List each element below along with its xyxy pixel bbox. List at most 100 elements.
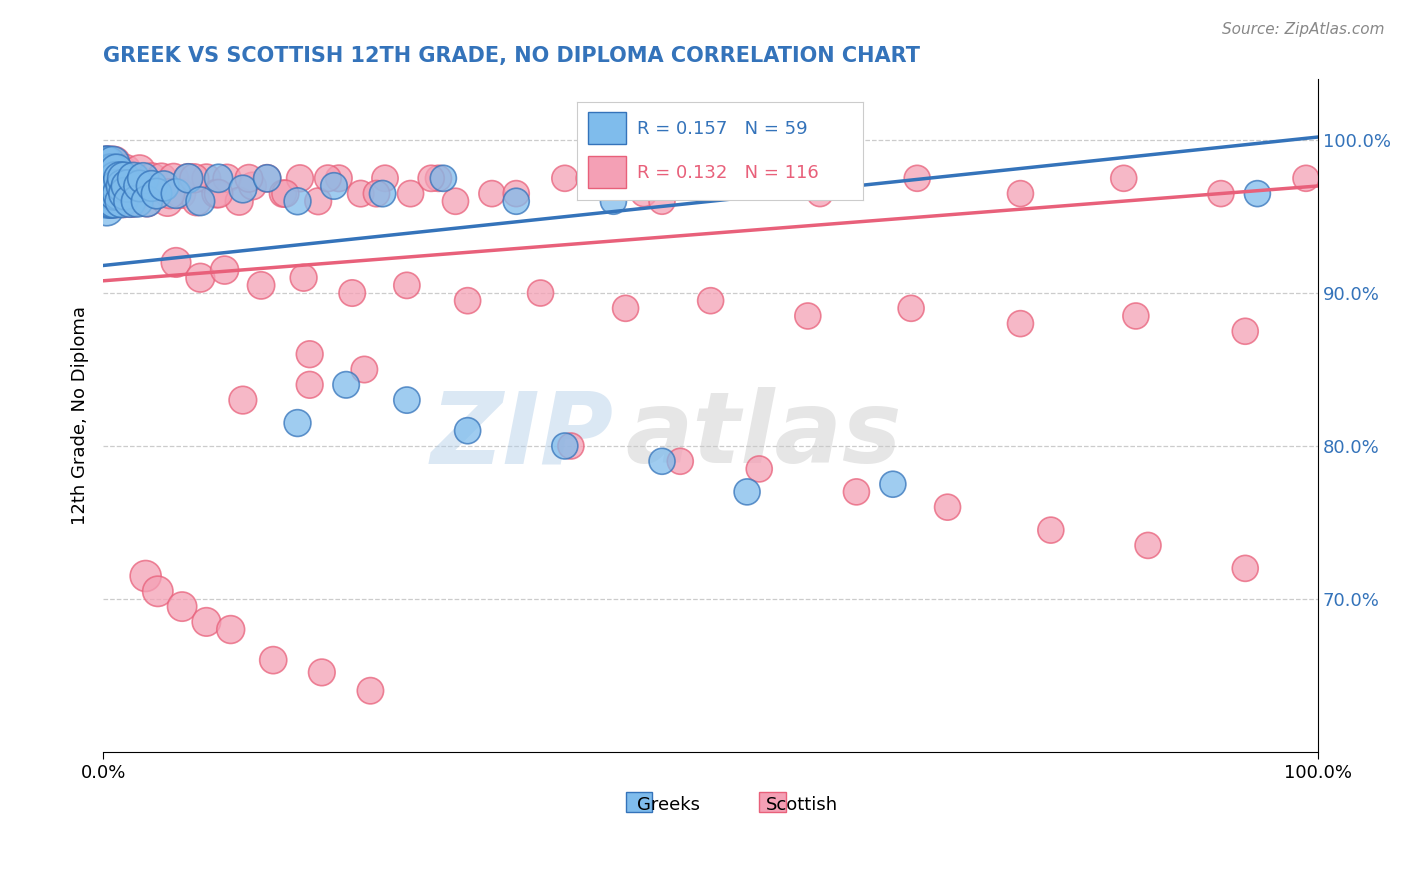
Point xyxy=(188,270,211,285)
Point xyxy=(103,156,125,170)
Point xyxy=(232,182,254,196)
Point xyxy=(112,194,135,209)
Point xyxy=(98,194,121,209)
Point xyxy=(232,393,254,408)
Point xyxy=(420,171,443,186)
Point xyxy=(114,186,136,201)
Point xyxy=(101,156,124,170)
Point xyxy=(104,194,127,209)
Text: atlas: atlas xyxy=(626,387,903,484)
Point xyxy=(250,278,273,293)
Point xyxy=(100,171,122,186)
Point xyxy=(100,163,122,178)
Point xyxy=(287,194,309,209)
Point xyxy=(205,186,228,201)
Point xyxy=(146,584,169,599)
Point xyxy=(103,194,125,209)
Point xyxy=(104,171,127,186)
Point xyxy=(316,171,339,186)
Point xyxy=(215,171,238,186)
Point xyxy=(936,500,959,515)
Point xyxy=(481,186,503,201)
Point xyxy=(238,171,260,186)
Point xyxy=(162,171,184,186)
Point xyxy=(177,171,200,186)
Point xyxy=(103,178,125,193)
Point xyxy=(153,178,176,193)
Point xyxy=(554,171,576,186)
Point xyxy=(117,178,139,193)
Point xyxy=(159,186,181,201)
Point xyxy=(97,186,120,201)
Text: GREEK VS SCOTTISH 12TH GRADE, NO DIPLOMA CORRELATION CHART: GREEK VS SCOTTISH 12TH GRADE, NO DIPLOMA… xyxy=(103,46,920,66)
Point xyxy=(145,186,167,201)
Point xyxy=(111,178,134,193)
Point xyxy=(242,178,264,193)
Point xyxy=(287,416,309,430)
Point xyxy=(110,194,132,209)
Point xyxy=(560,439,582,453)
Point xyxy=(717,171,740,186)
Point xyxy=(186,194,208,209)
Point xyxy=(135,569,157,583)
Point xyxy=(122,171,145,186)
Point xyxy=(128,163,150,178)
Point xyxy=(274,186,297,201)
Point xyxy=(262,653,284,667)
Point xyxy=(96,178,118,193)
Point xyxy=(323,178,346,193)
Point xyxy=(93,171,115,186)
Point xyxy=(172,599,194,614)
Point xyxy=(101,163,124,178)
Point xyxy=(94,163,117,178)
Point xyxy=(353,362,375,376)
Point xyxy=(371,186,394,201)
Point xyxy=(188,194,211,209)
Point xyxy=(108,186,131,201)
Point xyxy=(111,171,134,186)
Point xyxy=(105,163,128,178)
Point xyxy=(256,171,278,186)
Point xyxy=(124,171,146,186)
Point xyxy=(214,263,236,277)
Point xyxy=(505,186,527,201)
Point xyxy=(505,194,527,209)
Point xyxy=(374,171,396,186)
Point xyxy=(905,171,928,186)
Point xyxy=(97,156,120,170)
Point xyxy=(342,286,364,301)
Point xyxy=(100,178,122,193)
Point xyxy=(103,171,125,186)
Point xyxy=(127,194,149,209)
Point xyxy=(127,186,149,201)
Point xyxy=(135,194,157,209)
Point xyxy=(108,163,131,178)
Point xyxy=(292,270,315,285)
Point xyxy=(395,278,418,293)
Point xyxy=(132,178,155,193)
Point xyxy=(311,665,333,680)
Point xyxy=(98,163,121,178)
Point xyxy=(100,171,122,186)
Point xyxy=(141,171,163,186)
Point xyxy=(108,171,131,186)
Bar xyxy=(759,792,786,813)
Point xyxy=(115,178,138,193)
Point xyxy=(578,171,600,186)
Point xyxy=(669,454,692,468)
Point xyxy=(1246,186,1268,201)
Point xyxy=(797,309,820,323)
Point xyxy=(1125,309,1147,323)
Point xyxy=(132,171,155,186)
Point xyxy=(335,377,357,392)
Point xyxy=(105,163,128,178)
Point xyxy=(96,202,118,216)
Point xyxy=(98,171,121,186)
Point xyxy=(845,484,868,499)
Point xyxy=(808,186,831,201)
Point xyxy=(100,156,122,170)
Point xyxy=(100,194,122,209)
Point xyxy=(271,186,294,201)
Point xyxy=(207,186,229,201)
Point xyxy=(105,194,128,209)
